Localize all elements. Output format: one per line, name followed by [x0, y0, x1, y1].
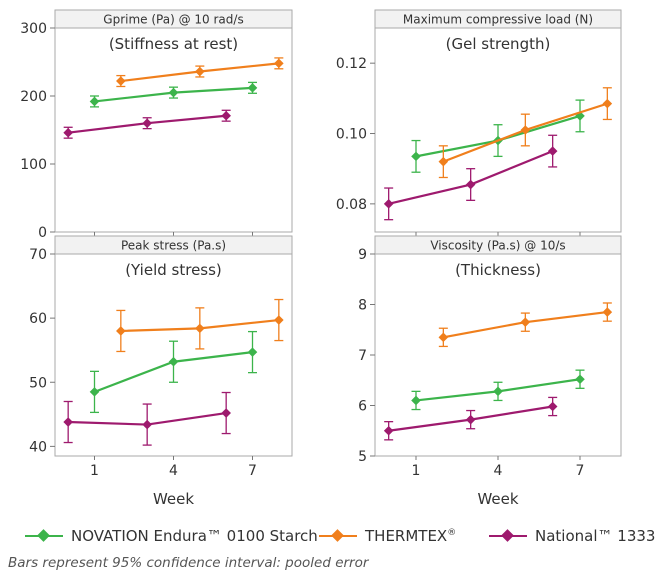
data-point — [63, 127, 73, 138]
panel-header: Maximum compressive load (N) — [403, 13, 593, 27]
data-point — [493, 386, 503, 397]
data-point — [575, 374, 585, 385]
data-point — [602, 307, 613, 317]
series-national — [63, 109, 231, 139]
data-point — [520, 317, 531, 327]
data-point — [383, 425, 394, 436]
data-point — [89, 96, 100, 107]
x-tick-label: 1 — [412, 463, 421, 479]
data-point — [142, 419, 152, 430]
data-point — [195, 66, 205, 77]
data-point — [168, 356, 179, 367]
data-point — [438, 156, 449, 167]
panel-title: (Yield stress) — [125, 261, 222, 279]
legend-label-thermtex: THERMTEX® — [365, 527, 457, 545]
data-point — [465, 414, 476, 425]
y-tick-label: 40 — [29, 439, 47, 455]
series-novation — [411, 369, 585, 411]
y-tick-label: 60 — [29, 311, 47, 327]
legend: NOVATION Endura™ 0100 Starch THERMTEX® N… — [0, 520, 657, 550]
y-tick-label: 50 — [29, 375, 47, 391]
legend-swatch-thermtex — [319, 529, 357, 542]
series-national — [383, 396, 558, 441]
series-novation — [89, 330, 258, 414]
footnote: Bars represent 95% confidence interval: … — [8, 555, 369, 571]
panel-header: Gprime (Pa) @ 10 rad/s — [103, 13, 243, 27]
data-point — [116, 326, 126, 336]
series-novation — [89, 81, 258, 108]
panel-header: Peak stress (Pa.s) — [121, 239, 226, 253]
y-tick-label: 100 — [20, 157, 47, 173]
chart-panels: Gprime (Pa) @ 10 rad/s (Stiffness at rest… — [20, 9, 622, 508]
legend-label-novation: NOVATION Endura™ 0100 Starch — [71, 527, 318, 545]
data-point — [116, 76, 126, 86]
data-point — [247, 347, 258, 357]
panel-title: (Thickness) — [455, 261, 541, 279]
legend-swatch-novation — [25, 529, 63, 542]
y-tick-label: 0.10 — [336, 127, 367, 143]
data-point — [168, 87, 179, 98]
data-point — [465, 179, 476, 190]
data-point — [142, 118, 152, 128]
y-tick-label: 7 — [358, 348, 367, 364]
data-point — [411, 151, 421, 162]
x-tick-label: 4 — [169, 463, 178, 479]
panel-3: Peak stress (Pa.s) (Yield stress) 40 50 60 70… — [29, 235, 293, 508]
x-tick-label: 7 — [576, 463, 585, 479]
data-point — [247, 83, 258, 93]
panel-1: Gprime (Pa) @ 10 rad/s (Stiffness at rest… — [20, 9, 293, 241]
data-point — [547, 146, 558, 156]
series-national — [63, 391, 231, 446]
x-axis-label: Week — [477, 490, 518, 508]
series-thermtex — [116, 298, 284, 353]
panel-title: (Stiffness at rest) — [109, 35, 238, 53]
data-point — [602, 98, 613, 109]
y-tick-label: 300 — [20, 21, 47, 37]
data-point — [438, 332, 449, 343]
data-point — [221, 110, 231, 121]
legend-item-thermtex: THERMTEX® — [319, 526, 456, 546]
data-point — [89, 387, 100, 397]
data-point — [221, 408, 231, 418]
y-tick-label: 70 — [29, 247, 47, 263]
data-point — [383, 199, 394, 209]
panel-2: Maximum compressive load (N) (Gel strengt… — [336, 9, 622, 236]
y-tick-label: 9 — [358, 247, 367, 263]
panel-header: Viscosity (Pa.s) @ 10/s — [430, 239, 565, 253]
series-thermtex — [438, 87, 613, 179]
series-national — [383, 134, 558, 221]
data-point — [63, 417, 73, 427]
y-tick-label: 8 — [358, 298, 367, 314]
y-tick-label: 6 — [358, 399, 367, 415]
x-tick-label: 1 — [90, 463, 99, 479]
data-point — [274, 315, 284, 325]
panel-title: (Gel strength) — [446, 35, 551, 53]
panel-4: Viscosity (Pa.s) @ 10/s (Thickness) 5 6 7 8 9 1… — [358, 235, 622, 508]
data-point — [274, 58, 284, 69]
legend-swatch-national — [489, 529, 527, 542]
data-point — [411, 395, 421, 406]
series-thermtex — [116, 57, 284, 88]
data-point — [195, 323, 205, 334]
data-point — [520, 125, 531, 135]
legend-label-national: National™ 1333 — [535, 527, 656, 545]
data-point — [547, 401, 558, 412]
x-tick-label: 4 — [494, 463, 503, 479]
series-thermtex — [438, 302, 613, 348]
series-novation — [411, 99, 585, 173]
x-tick-label: 7 — [248, 463, 257, 479]
y-tick-label: 0.08 — [336, 197, 367, 213]
x-axis-label: Week — [153, 490, 194, 508]
y-tick-label: 0.12 — [336, 56, 367, 72]
data-point — [575, 111, 585, 121]
y-tick-label: 5 — [358, 449, 367, 465]
y-tick-label: 0 — [38, 225, 47, 241]
legend-item-novation: NOVATION Endura™ 0100 Starch — [25, 526, 318, 546]
legend-item-national: National™ 1333 — [489, 526, 655, 546]
y-tick-label: 200 — [20, 89, 47, 105]
